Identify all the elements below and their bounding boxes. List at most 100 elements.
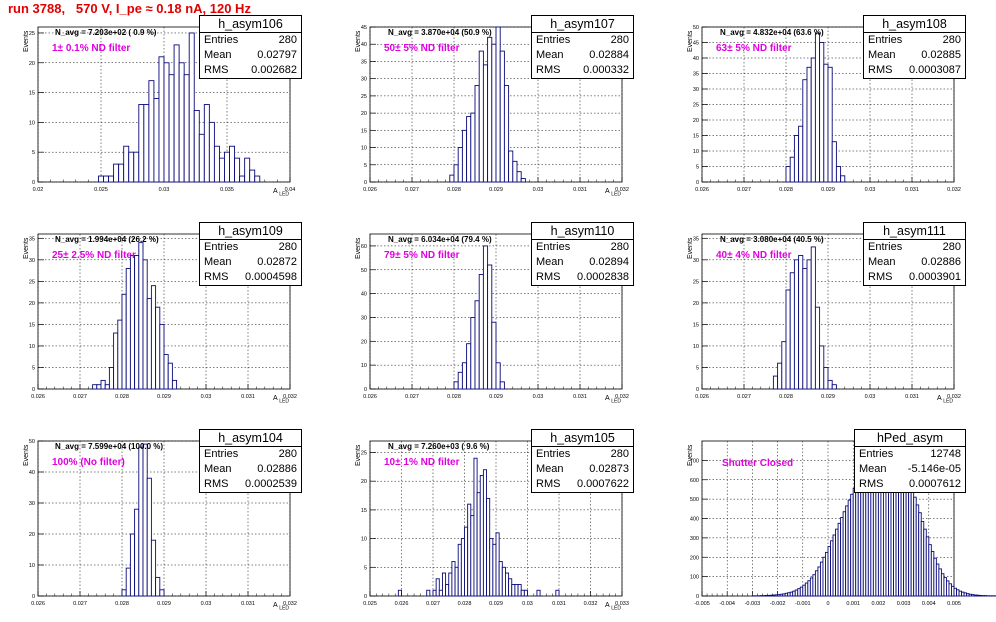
navg-label: N_avg = 1.994e+04 (26.2 %) (55, 235, 159, 244)
histogram-bin (511, 584, 516, 597)
x-tick-label: 0.03 (865, 394, 876, 400)
stats-box-name: h_asym104 (200, 430, 301, 447)
x-tick-label: -0.003 (745, 601, 761, 607)
stats-row-mean: Mean 0.02885 (864, 48, 965, 63)
x-tick-label: 0.032 (947, 187, 961, 193)
stats-row-rms: RMS 0.000332 (532, 63, 633, 78)
histogram-bin (498, 561, 503, 597)
histogram-bin (108, 367, 115, 390)
stats-box: h_asym107 Entries 280 Mean 0.02884 RMS 0.00033… (531, 15, 634, 79)
stats-value: -5.146e-05 (907, 463, 961, 475)
y-tick-label: 0 (696, 180, 699, 186)
stats-value: 280 (942, 241, 961, 253)
histogram-bin (470, 317, 476, 390)
y-tick-label: 50 (29, 439, 35, 445)
stats-key: Entries (536, 34, 571, 46)
histogram-bin (103, 175, 110, 183)
x-tick-label: 0.03 (201, 394, 212, 400)
stats-row-mean: Mean 0.02894 (532, 255, 633, 270)
x-tick-label: 0.025 (363, 601, 377, 607)
y-axis-label: Events (355, 237, 362, 259)
histogram-bin (810, 246, 816, 390)
stats-key: RMS (204, 64, 229, 76)
y-tick-label: 0 (32, 387, 35, 393)
histogram-bin (96, 384, 102, 390)
histogram-bin (138, 242, 144, 390)
histogram-bin (168, 74, 175, 183)
histogram-bin (244, 157, 251, 183)
y-tick-label: 0 (696, 594, 699, 600)
stats-key: Mean (859, 463, 887, 475)
histogram-bin (171, 379, 178, 390)
y-tick-label: 15 (361, 128, 367, 134)
histogram-bin (454, 566, 459, 597)
x-tick-label: 0.03 (865, 187, 876, 193)
histogram-bin (173, 44, 180, 183)
histogram-bin (806, 66, 812, 183)
y-tick-label: 5 (32, 365, 35, 371)
stats-value: 0.002682 (251, 64, 297, 76)
y-tick-label: 40 (361, 292, 367, 298)
histogram-bin (520, 589, 525, 597)
histogram-bin (146, 477, 152, 597)
histogram-bin (123, 145, 130, 183)
histogram-bin (113, 163, 120, 183)
x-tick-label: 0.03 (533, 394, 544, 400)
histogram-bin (806, 259, 812, 390)
y-tick-label: 30 (29, 258, 35, 264)
histogram-bin (508, 150, 514, 183)
stats-box-name: h_asym110 (532, 223, 633, 240)
y-tick-label: 20 (693, 118, 699, 124)
histogram-plot: 0.025 0.026 0.027 0.028 0.029 0.03 0.031 0.032 0… (361, 440, 629, 607)
x-tick-label: 0.004 (922, 601, 936, 607)
histogram-panel-hPed_asym: -0.005 -0.004 -0.003 -0.002 -0.001 0 0.001 0.00… (664, 414, 996, 621)
histogram-bin (495, 532, 500, 597)
y-tick-label: 40 (693, 56, 699, 62)
y-tick-label: 30 (361, 315, 367, 321)
y-axis-label: Events (23, 237, 30, 259)
x-tick-label: 0.027 (737, 394, 751, 400)
histogram-panel-h_asym104: 0.026 0.027 0.028 0.029 0.03 0.031 0.032 0 10 20 3… (0, 414, 332, 621)
histogram-bin (128, 151, 135, 183)
y-tick-label: 25 (361, 94, 367, 100)
histogram-bin (129, 255, 136, 390)
histogram-bin (249, 169, 256, 183)
filter-label: 40± 4% ND filter (716, 250, 792, 261)
stats-key: RMS (204, 271, 229, 283)
y-axis-label: Events (23, 444, 30, 466)
x-tick-label: 0.027 (405, 394, 419, 400)
x-tick-label: 0.032 (615, 394, 629, 400)
stats-value: 0.0002539 (245, 478, 297, 490)
x-tick-label: 0.035 (220, 187, 234, 193)
histogram-bin (125, 567, 131, 597)
y-tick-label: 0 (364, 594, 367, 600)
y-tick-label: 10 (29, 344, 35, 350)
stats-value: 0.02886 (257, 463, 297, 475)
stats-row-mean: Mean 0.02872 (200, 255, 301, 270)
filter-label: 25± 2.5% ND filter (52, 250, 136, 261)
histogram-bin (495, 362, 501, 390)
stats-row-mean: Mean -5.146e-05 (855, 462, 965, 477)
x-tick-label: 0.029 (157, 601, 171, 607)
stats-box: h_asym108 Entries 280 Mean 0.02885 RMS 0.00030… (863, 15, 966, 79)
histogram-bin (793, 259, 800, 390)
x-tick-label: 0.02 (33, 187, 44, 193)
histogram-bin (470, 112, 476, 183)
histogram-bin (512, 160, 518, 183)
histogram-bin (789, 156, 795, 183)
stats-value: 0.02885 (921, 49, 961, 61)
stats-value: 0.0007622 (577, 478, 629, 490)
y-axis-label: Events (355, 30, 362, 52)
histogram-bin (203, 104, 210, 183)
histogram-bin (449, 174, 455, 183)
stats-box: hPed_asym Entries 12748 Mean -5.146e-05 RMS 0.… (854, 429, 966, 493)
histogram-bin (501, 566, 506, 597)
histogram-bin (470, 515, 475, 597)
histogram-panel-h_asym106: 0.02 0.025 0.03 0.035 0.04 0 5 10 15 20 25 Events A … (0, 0, 332, 207)
histogram-bin (453, 381, 459, 390)
stats-value: 12748 (930, 448, 961, 460)
y-tick-label: 10 (361, 146, 367, 152)
x-tick-label: 0.026 (395, 601, 409, 607)
y-tick-label: 10 (361, 537, 367, 543)
histogram-bin (92, 384, 98, 390)
